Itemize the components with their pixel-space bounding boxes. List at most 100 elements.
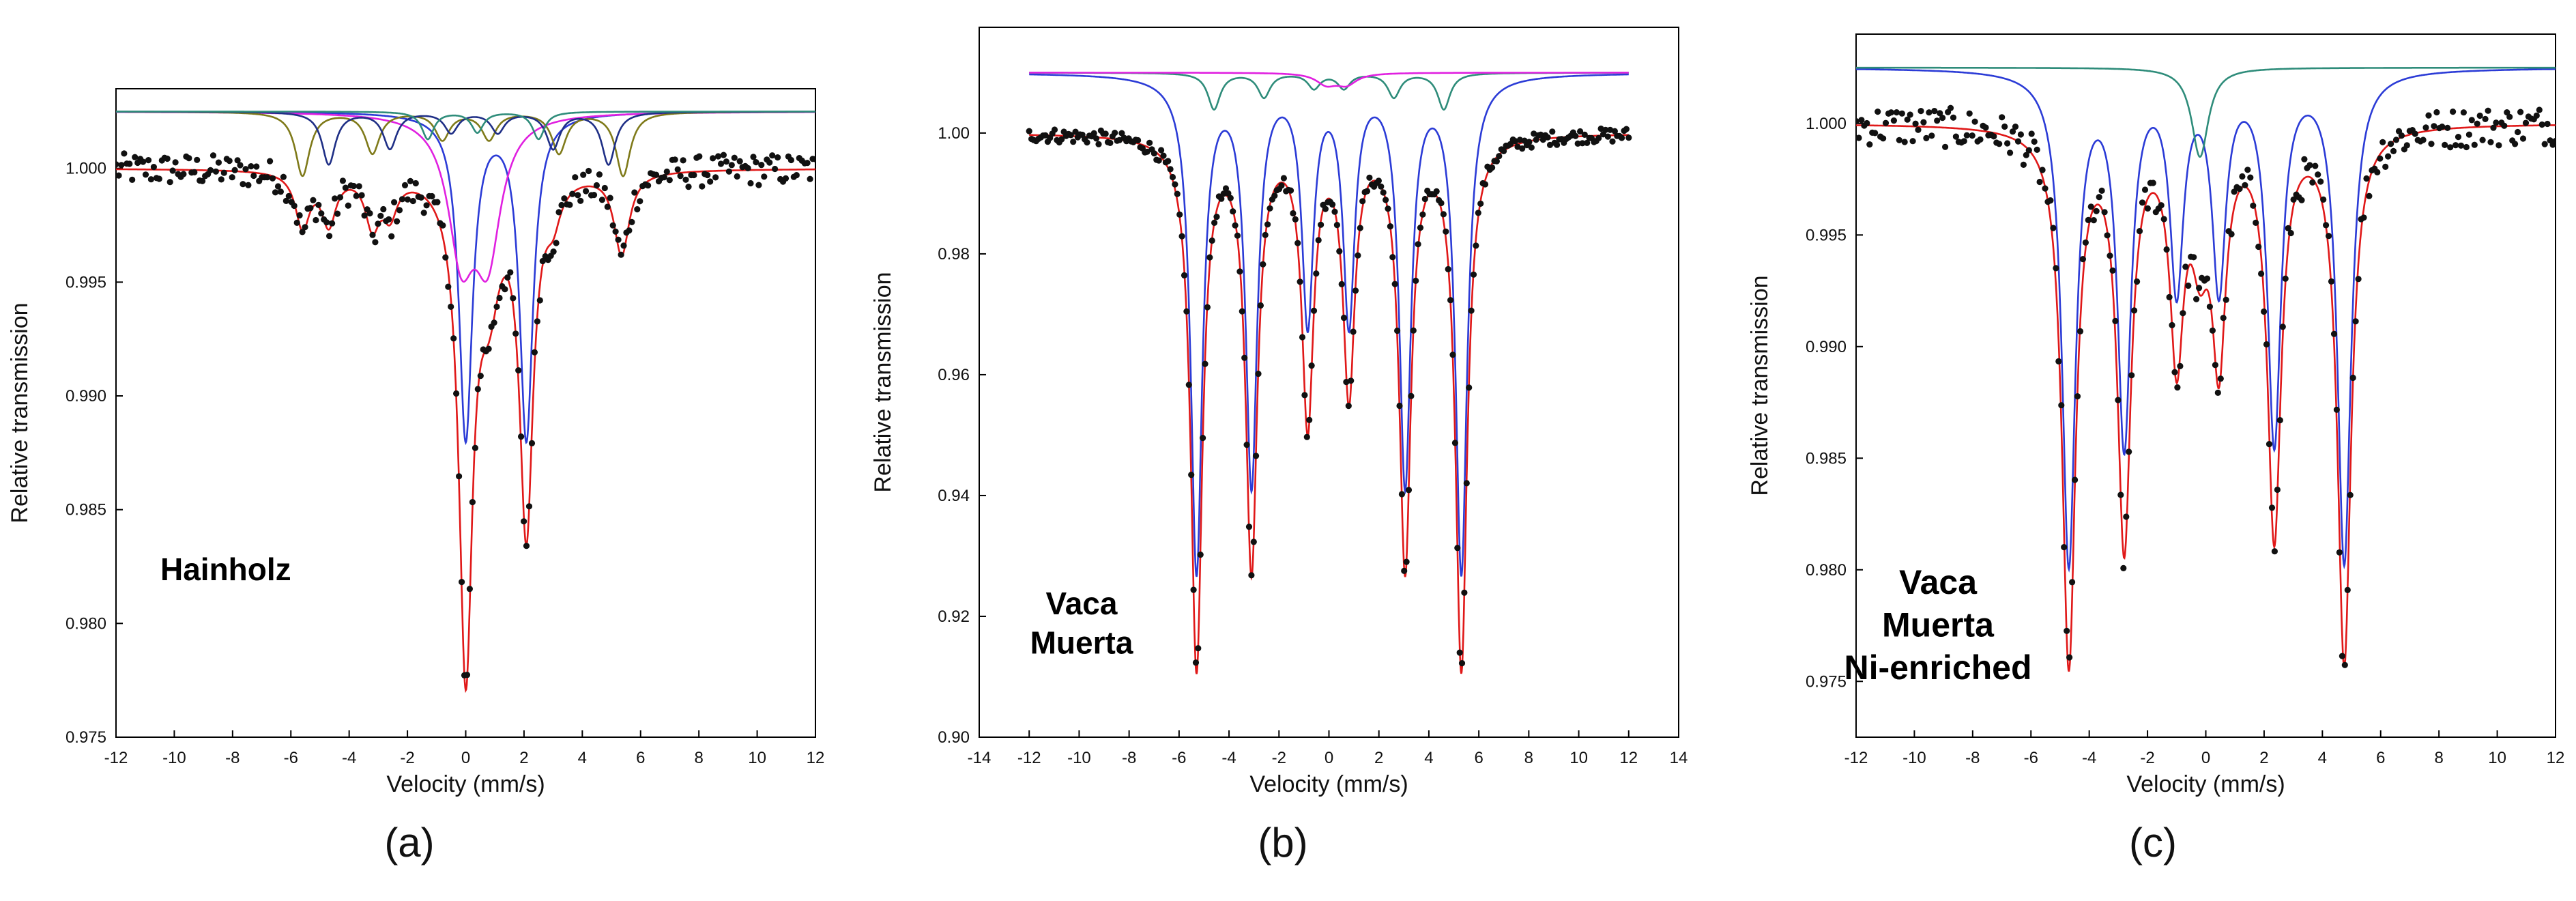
data-point — [215, 159, 222, 166]
data-point — [1318, 221, 1325, 228]
data-point — [1280, 175, 1287, 182]
data-point — [220, 169, 227, 176]
data-point — [1333, 222, 1340, 229]
data-point — [1581, 131, 1588, 138]
data-point — [2025, 147, 2032, 154]
data-point — [1907, 111, 1913, 118]
data-point — [661, 174, 668, 181]
y-tick-label: 0.985 — [1806, 449, 1847, 468]
data-point — [2085, 216, 2092, 223]
data-point — [191, 169, 198, 175]
data-point — [474, 386, 481, 392]
data-point — [2268, 504, 2276, 511]
data-point — [1241, 354, 1248, 361]
data-point — [1297, 278, 1303, 285]
data-point — [1451, 440, 1458, 446]
data-point — [2360, 214, 2367, 221]
data-point — [1192, 659, 1200, 666]
data-point — [1410, 327, 1417, 334]
data-point — [1206, 254, 1213, 261]
data-point — [1909, 138, 1916, 145]
data-point — [717, 160, 725, 167]
data-point — [712, 174, 719, 181]
data-point — [536, 297, 543, 304]
y-tick-label: 0.92 — [938, 607, 970, 626]
data-point — [315, 201, 322, 208]
data-point — [1549, 128, 1556, 135]
data-point — [1882, 119, 1890, 126]
data-point — [2388, 141, 2394, 147]
data-point — [412, 180, 419, 187]
x-tick-label: 0 — [1325, 749, 1333, 767]
data-point — [1348, 377, 1355, 384]
data-point — [2355, 276, 2362, 283]
sample-label: Vaca Muerta — [1030, 586, 1133, 661]
data-point — [1329, 201, 1336, 208]
data-point — [2047, 197, 2054, 204]
data-point — [1438, 199, 1445, 207]
data-point — [2236, 186, 2243, 192]
data-point — [2104, 232, 2111, 239]
data-point — [682, 176, 689, 183]
plot-frame — [115, 88, 816, 738]
data-point — [2282, 275, 2289, 282]
x-axis-title: Velocity (mm/s) — [2126, 771, 2285, 797]
data-point — [1118, 130, 1125, 137]
data-point — [1858, 117, 1865, 124]
data-point — [2425, 112, 2432, 119]
x-tick-label: -4 — [1221, 749, 1236, 767]
data-point — [1928, 132, 1935, 139]
data-point — [1602, 126, 1609, 133]
data-point — [142, 171, 149, 178]
data-point — [1920, 119, 1927, 126]
data-point — [1579, 140, 1586, 147]
data-point — [283, 197, 289, 204]
data-point — [1966, 110, 1973, 117]
data-point — [1227, 195, 1234, 201]
data-point — [2014, 138, 2022, 145]
data-point — [2209, 327, 2216, 334]
data-point — [1303, 433, 1310, 440]
data-point — [680, 157, 686, 164]
data-point — [2253, 219, 2259, 226]
data-point — [1093, 135, 1100, 142]
data-point — [1355, 252, 1361, 259]
data-point — [1383, 197, 1389, 203]
data-point — [2538, 121, 2545, 128]
data-point — [2042, 185, 2049, 192]
data-point — [226, 158, 233, 165]
data-point — [744, 165, 751, 171]
data-point — [2333, 406, 2340, 413]
data-point — [1225, 190, 1232, 197]
x-tick-label: -12 — [104, 749, 128, 767]
data-point — [2301, 156, 2308, 162]
data-point — [1991, 133, 1997, 140]
data-point — [2261, 308, 2268, 315]
x-axis-title: Velocity (mm/s) — [1249, 771, 1408, 797]
data-point — [1178, 233, 1185, 240]
data-point — [1169, 173, 1176, 181]
data-point — [2385, 153, 2392, 160]
x-tick-label: 12 — [807, 749, 825, 767]
data-point — [2298, 197, 2305, 203]
data-point — [691, 171, 697, 179]
x-tick-label: 2 — [2259, 749, 2268, 767]
data-point — [593, 182, 600, 189]
data-point — [420, 210, 427, 216]
data-point — [1209, 237, 1215, 244]
data-point — [2457, 142, 2465, 149]
data-point — [116, 161, 119, 168]
data-point — [493, 303, 500, 310]
data-point — [1112, 130, 1118, 137]
data-point — [237, 162, 244, 169]
data-point — [1267, 205, 1273, 212]
x-tick-label: 0 — [461, 749, 470, 767]
data-point — [761, 173, 768, 180]
data-point — [332, 195, 338, 202]
data-point — [388, 233, 395, 240]
data-point — [423, 202, 430, 209]
data-point — [2098, 187, 2105, 194]
data-point — [1243, 442, 1250, 448]
data-point — [1375, 177, 1382, 184]
x-tick-label: 10 — [748, 749, 766, 767]
